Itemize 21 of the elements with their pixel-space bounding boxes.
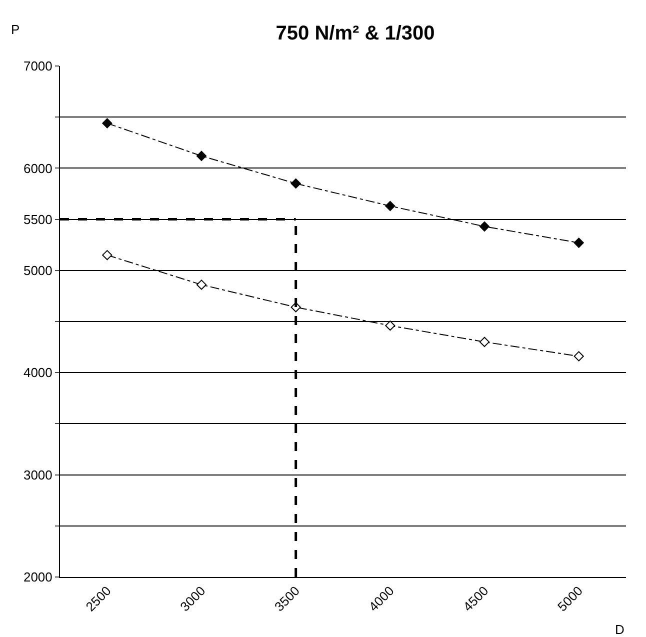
point bbox=[479, 221, 490, 232]
point bbox=[196, 280, 207, 290]
point bbox=[574, 351, 584, 362]
y-tick-label: 7000 bbox=[23, 58, 52, 74]
y-tick-label: 6000 bbox=[23, 160, 52, 176]
y-tick-label: 2000 bbox=[23, 570, 52, 585]
point bbox=[102, 250, 112, 260]
point bbox=[290, 178, 301, 189]
point bbox=[479, 336, 490, 347]
chart-title: 750 N/m² & 1/300 bbox=[276, 22, 435, 44]
point bbox=[574, 238, 584, 248]
y-tick-label: 5000 bbox=[23, 262, 52, 278]
point bbox=[102, 118, 112, 128]
x-axis-title: D bbox=[615, 622, 624, 637]
y-axis-title: P bbox=[11, 22, 20, 37]
y-tick-label: 5500 bbox=[23, 212, 52, 227]
point bbox=[385, 320, 396, 331]
point bbox=[196, 150, 207, 161]
y-tick-label: 4000 bbox=[23, 365, 52, 380]
y-tick-label: 3000 bbox=[23, 467, 52, 482]
point bbox=[385, 200, 396, 212]
